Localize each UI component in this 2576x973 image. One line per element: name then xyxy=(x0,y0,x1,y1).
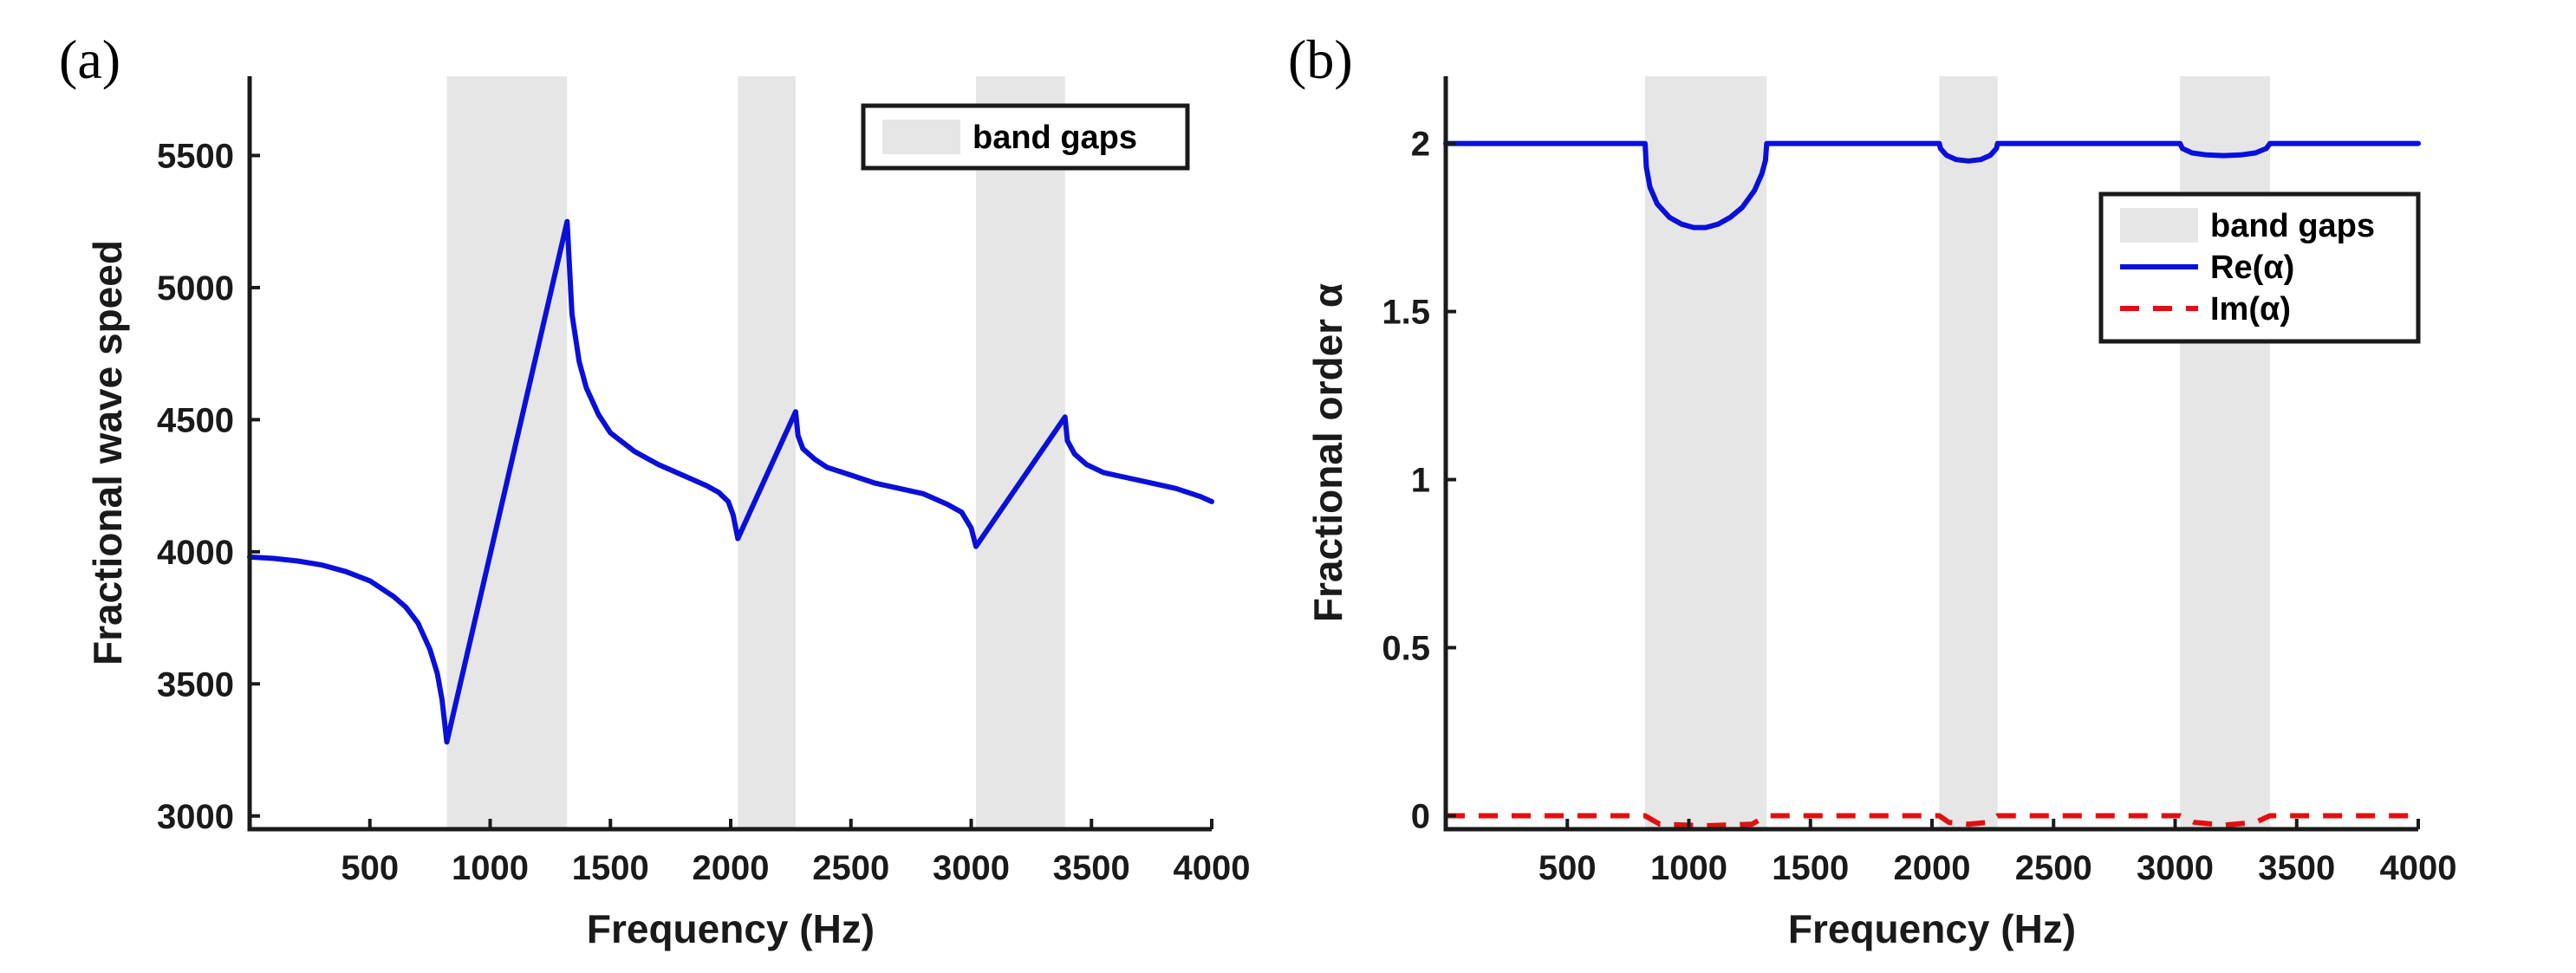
y-tick-label-0-5: 0.5 xyxy=(1382,630,1430,668)
y-tick-label-4500: 4500 xyxy=(157,401,234,439)
band-gap-3 xyxy=(2180,76,2270,829)
y-tick-label-0: 0 xyxy=(1411,797,1430,835)
x-tick-label-3000: 3000 xyxy=(933,849,1010,887)
series-line-1 xyxy=(1443,140,2421,230)
panel-letter: (a) xyxy=(59,29,120,90)
x-tick-label-2500: 2500 xyxy=(2015,849,2092,887)
legend-swatch-band-gaps xyxy=(2120,208,2198,243)
x-axis-title: Frequency (Hz) xyxy=(1788,906,2076,951)
x-tick-label-1500: 1500 xyxy=(572,849,649,887)
legend-label-3: Im(α) xyxy=(2210,291,2291,328)
x-tick-label-4000: 4000 xyxy=(2380,849,2457,887)
y-axis-title: Fractional order α xyxy=(1305,283,1350,622)
y-tick-label-5500: 5500 xyxy=(157,137,234,175)
x-tick-label-500: 500 xyxy=(1538,849,1597,887)
y-tick-label-3500: 3500 xyxy=(157,665,234,704)
legend-label-2: Re(α) xyxy=(2210,250,2294,286)
legend-label-1: band gaps xyxy=(2210,208,2375,244)
y-tick-label-4000: 4000 xyxy=(157,534,234,572)
y-tick-label-2: 2 xyxy=(1411,126,1430,164)
x-tick-label-4000: 4000 xyxy=(1174,849,1251,887)
y-axis-title: Fractional wave speed xyxy=(85,240,130,665)
legend-label-1: band gaps xyxy=(973,120,1137,156)
x-tick-label-1000: 1000 xyxy=(1650,849,1727,887)
band-gap-2 xyxy=(738,76,796,829)
x-tick-label-3500: 3500 xyxy=(2258,849,2335,887)
panel-a: 500 1000 1500 2000 2500 3000 3500 4000 3000 3500 4… xyxy=(59,29,1250,951)
x-tick-label-2000: 2000 xyxy=(693,849,770,887)
x-axis-title: Frequency (Hz) xyxy=(587,906,875,951)
legend-swatch-band-gaps xyxy=(882,120,960,154)
x-tick-label-2000: 2000 xyxy=(1894,849,1971,887)
x-tick-label-1500: 1500 xyxy=(1772,849,1849,887)
band-gap-1 xyxy=(446,76,568,829)
y-tick-label-3000: 3000 xyxy=(157,798,234,836)
y-tick-label-1-5: 1.5 xyxy=(1382,294,1430,332)
panel-letter: (b) xyxy=(1288,29,1353,90)
band-gap-2 xyxy=(1939,76,1998,829)
series-line-1 xyxy=(247,218,1214,745)
x-tick-label-1000: 1000 xyxy=(452,849,529,887)
x-tick-label-3500: 3500 xyxy=(1053,849,1130,887)
band-gap-1 xyxy=(1645,76,1767,829)
x-tick-label-2500: 2500 xyxy=(812,849,889,887)
band-gap-3 xyxy=(976,76,1065,829)
x-tick-label-500: 500 xyxy=(341,849,399,887)
y-tick-label-5000: 5000 xyxy=(157,269,234,308)
x-tick-label-3000: 3000 xyxy=(2137,849,2214,887)
y-tick-label-1: 1 xyxy=(1411,462,1430,500)
panel-b: 500 1000 1500 2000 2500 3000 3500 4000 0 0.5 1 1.5 2… xyxy=(1288,29,2456,951)
